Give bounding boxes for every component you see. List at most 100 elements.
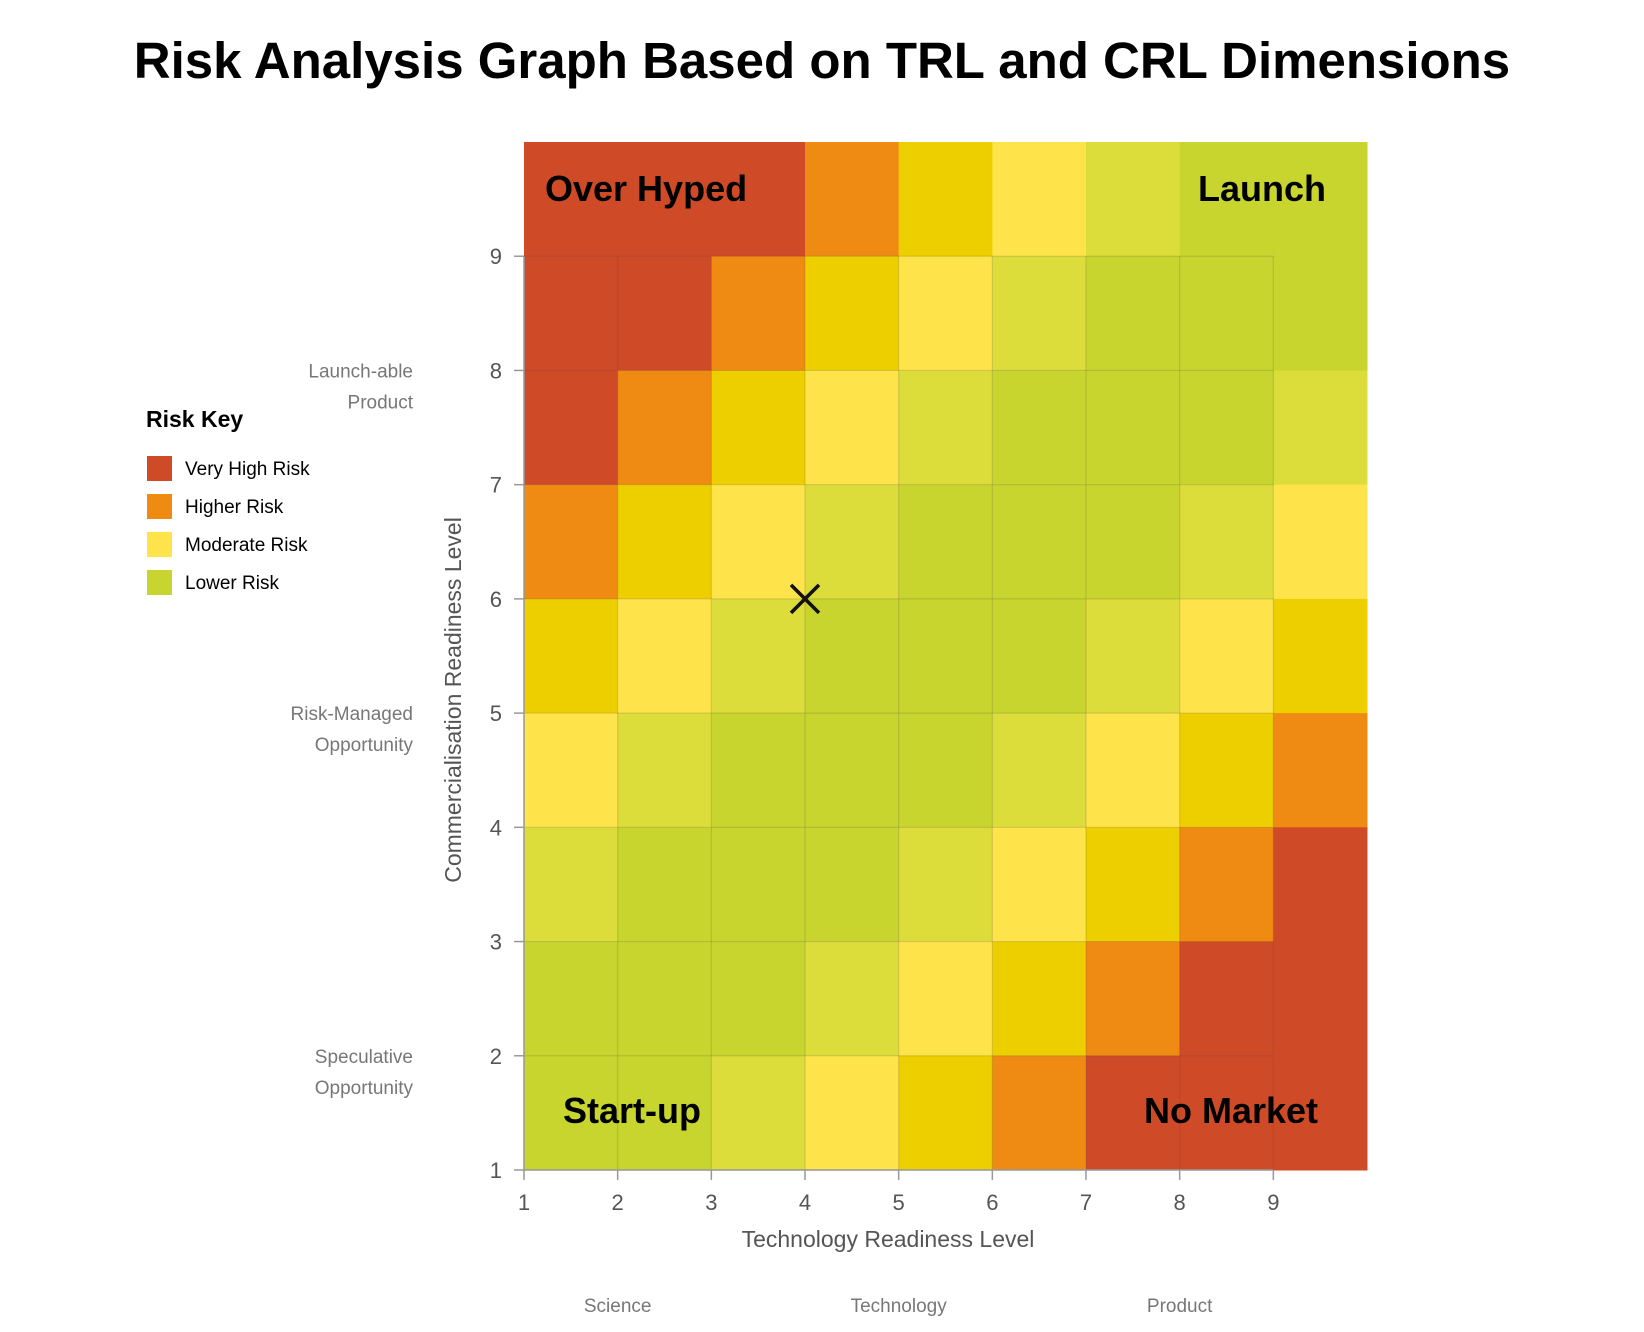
- heatmap-cell: [617, 1055, 712, 1171]
- heatmap-cell: [1086, 256, 1181, 371]
- heatmap-cell: [524, 598, 619, 714]
- y-region-label: Launch-able: [308, 361, 413, 382]
- x-region-labels: Science Technology Product: [584, 1296, 1213, 1317]
- heatmap-cell: [711, 941, 806, 1057]
- heatmap-cell: [1273, 827, 1368, 943]
- heatmap-cell: [1179, 941, 1274, 1057]
- quadrant-label: Launch: [1198, 168, 1326, 209]
- heatmap-cells: [524, 142, 1368, 1171]
- heatmap-cell: [1179, 370, 1274, 486]
- heatmap-cell: [1086, 713, 1181, 828]
- x-tick-label: 6: [986, 1190, 998, 1215]
- x-tick-label: 2: [612, 1190, 624, 1215]
- y-region-label: Opportunity: [315, 735, 414, 756]
- heatmap-cell: [992, 1055, 1087, 1171]
- heatmap-cell: [1273, 598, 1368, 714]
- heatmap-cell: [992, 142, 1087, 257]
- chart-title: Risk Analysis Graph Based on TRL and CRL…: [134, 32, 1510, 89]
- legend-title: Risk Key: [146, 406, 243, 432]
- heatmap-cell: [1273, 941, 1368, 1057]
- heatmap-cell: [898, 713, 993, 828]
- heatmap-cell: [617, 941, 712, 1057]
- x-tick-label: 7: [1080, 1190, 1092, 1215]
- heatmap-cell: [524, 256, 619, 371]
- heatmap-cell: [992, 941, 1087, 1057]
- y-tick-label: 8: [490, 358, 502, 383]
- heatmap-cell: [1179, 827, 1274, 943]
- heatmap-cell: [992, 256, 1087, 371]
- heatmap-cell: [1179, 484, 1274, 600]
- heatmap-cell: [805, 370, 900, 486]
- heatmap-cell: [805, 142, 900, 257]
- heatmap-cell: [992, 370, 1087, 486]
- heatmap-cell: [1086, 598, 1181, 714]
- heatmap-cell: [992, 484, 1087, 600]
- heatmap-cell: [524, 713, 619, 828]
- quadrant-labels: Over Hyped Launch Start-up No Market: [545, 168, 1326, 1131]
- legend-label: Very High Risk: [185, 459, 310, 480]
- y-tick-label: 9: [490, 244, 502, 269]
- heatmap-cell: [1273, 713, 1368, 828]
- legend-swatch: [147, 494, 172, 519]
- x-tick-label: 3: [705, 1190, 717, 1215]
- heatmap-cell: [805, 713, 900, 828]
- heatmap-cell: [711, 484, 806, 600]
- heatmap-cell: [617, 484, 712, 600]
- heatmap-cell: [805, 1055, 900, 1171]
- heatmap-cell: [898, 598, 993, 714]
- heatmap-cell: [617, 827, 712, 943]
- heatmap-cell: [711, 256, 806, 371]
- x-region-label: Science: [584, 1296, 652, 1317]
- y-tick-label: 5: [490, 701, 502, 726]
- heatmap-cell: [805, 256, 900, 371]
- y-region-label: Opportunity: [315, 1078, 414, 1099]
- heatmap-cell: [524, 1055, 619, 1171]
- legend-swatch: [147, 532, 172, 557]
- heatmap-cell: [898, 370, 993, 486]
- x-region-label: Product: [1147, 1296, 1213, 1317]
- heatmap-cell: [1273, 142, 1368, 257]
- position-marker: [789, 583, 821, 615]
- heatmap-cell: [805, 484, 900, 600]
- heatmap-cell: [524, 827, 619, 943]
- x-tick-label: 8: [1174, 1190, 1186, 1215]
- x-tick-label: 4: [799, 1190, 811, 1215]
- heatmap-cell: [711, 827, 806, 943]
- heatmap-cell: [1273, 484, 1368, 600]
- heatmap-cell: [992, 713, 1087, 828]
- y-region-label: Speculative: [315, 1047, 413, 1068]
- y-region-labels: Speculative Opportunity Risk-Managed Opport…: [291, 361, 414, 1098]
- x-tick-label: 1: [518, 1190, 530, 1215]
- y-region-label: Risk-Managed: [291, 704, 414, 725]
- quadrant-label: Start-up: [563, 1090, 701, 1131]
- y-tick-label: 6: [490, 587, 502, 612]
- x-axis-title: Technology Readiness Level: [742, 1226, 1035, 1252]
- heatmap-cell: [1179, 1055, 1274, 1171]
- heatmap-cell: [524, 370, 619, 486]
- y-tick-label: 7: [490, 473, 502, 498]
- legend-label: Moderate Risk: [185, 535, 308, 556]
- heatmap-cell: [898, 256, 993, 371]
- heatmap-cell: [1273, 256, 1368, 371]
- heatmap-cell: [617, 142, 712, 257]
- heatmap-cell: [1086, 142, 1181, 257]
- y-region-label: Product: [348, 392, 414, 413]
- heatmap-cell: [1086, 484, 1181, 600]
- heatmap-cell: [898, 1055, 993, 1171]
- heatmap-cell: [617, 256, 712, 371]
- y-tick-label: 4: [490, 815, 502, 840]
- heatmap-cell: [617, 370, 712, 486]
- legend-swatch: [147, 456, 172, 481]
- heatmap-cell: [1179, 598, 1274, 714]
- y-axis-title: Commercialisation Readiness Level: [440, 517, 466, 883]
- x-axis-ticks: 1 2 3 4 5 6 7 8 9: [518, 1170, 1279, 1215]
- heatmap-cell: [711, 598, 806, 714]
- heatmap-cell: [1179, 256, 1274, 371]
- heatmap-cell: [711, 370, 806, 486]
- y-tick-label: 2: [490, 1044, 502, 1069]
- y-tick-label: 1: [490, 1158, 502, 1183]
- y-tick-label: 3: [490, 930, 502, 955]
- heatmap-cell: [898, 142, 993, 257]
- heatmap-cell: [898, 941, 993, 1057]
